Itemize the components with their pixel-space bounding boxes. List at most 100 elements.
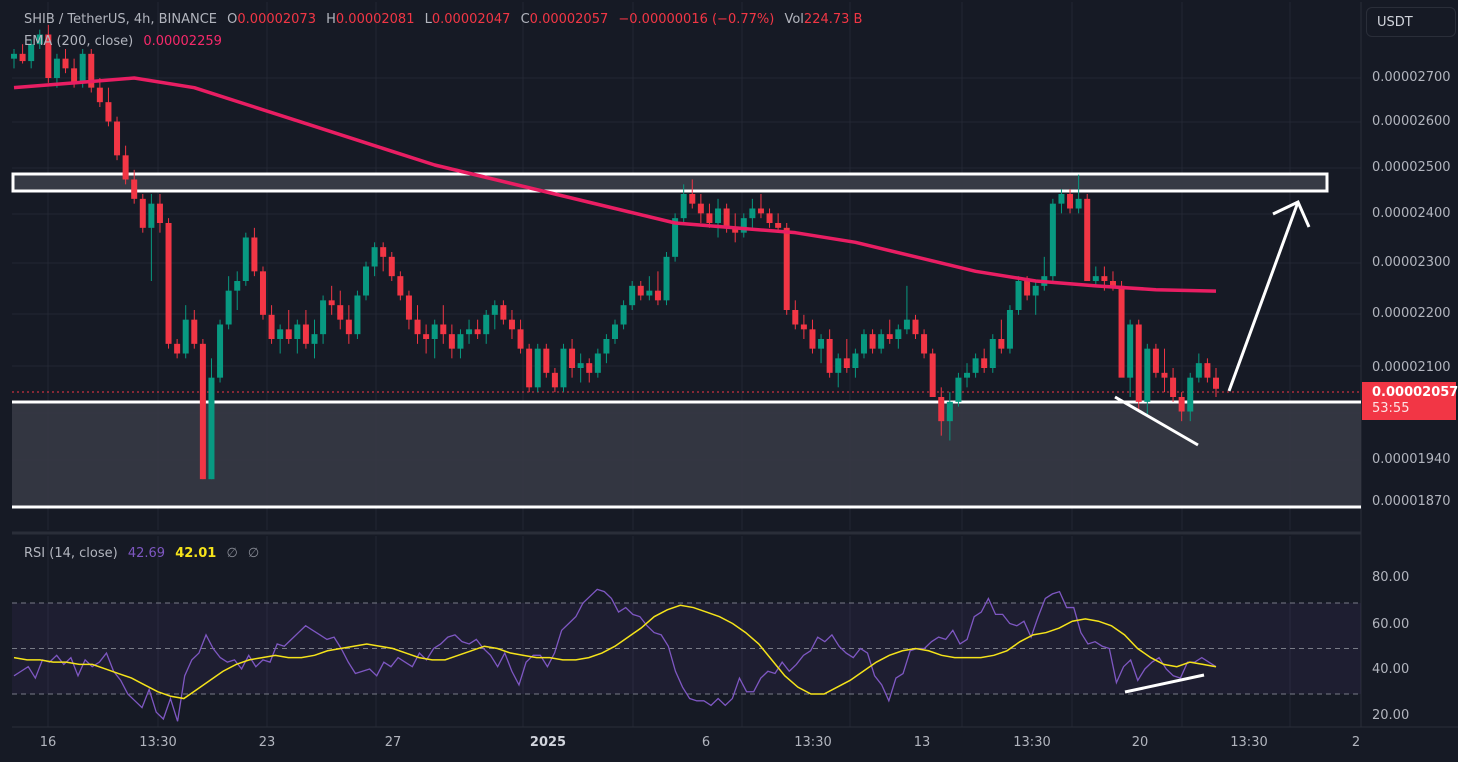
high-value: 0.00002081: [335, 12, 415, 27]
symbol-legend: SHIB / TetherUS, 4h, BINANCE O0.00002073…: [24, 12, 868, 27]
candle-body: [405, 295, 412, 320]
time-tick: 2025: [529, 735, 567, 750]
candle-body: [1101, 276, 1108, 281]
currency-button[interactable]: USDT: [1366, 7, 1456, 37]
candle-body: [208, 377, 215, 480]
candle-body: [337, 305, 344, 320]
candle-body: [388, 256, 395, 277]
target-arrow-head: [1272, 199, 1311, 228]
rsi-value: 42.69: [127, 546, 166, 561]
candle-body: [285, 329, 292, 339]
empty-set-icon: ∅: [247, 546, 260, 561]
candle-body: [517, 329, 524, 349]
ema-label: EMA (200, close): [24, 34, 134, 49]
price-tick: 0.00002100: [1372, 360, 1451, 375]
low-value: 0.00002047: [431, 12, 511, 27]
candle-body: [929, 353, 936, 397]
candle-body: [835, 358, 842, 373]
candle-body: [886, 334, 893, 339]
ema-legend[interactable]: EMA (200, close) 0.00002259: [24, 34, 228, 49]
candle-body: [242, 237, 249, 281]
symbol-title[interactable]: SHIB / TetherUS, 4h, BINANCE: [24, 12, 218, 27]
rsi-legend[interactable]: RSI (14, close) 42.69 42.01 ∅ ∅: [24, 546, 265, 561]
low-label: L: [424, 12, 432, 27]
bar-countdown: 53:55: [1372, 401, 1410, 416]
candle-body: [955, 377, 962, 402]
candle-body: [775, 223, 782, 228]
candle-body: [79, 53, 86, 83]
price-tick: 0.00002300: [1372, 255, 1451, 270]
candle-body: [654, 290, 661, 301]
candle-body: [448, 334, 455, 349]
candle-body: [53, 58, 60, 78]
wedge-trendline: [1114, 395, 1199, 447]
candle-body: [792, 310, 799, 325]
price-tick: 0.00002600: [1372, 114, 1451, 129]
candle-body: [457, 334, 464, 349]
candle-body: [723, 208, 730, 228]
candle-body: [139, 198, 146, 228]
candle-body: [732, 227, 739, 233]
candle-body: [122, 155, 129, 180]
candle-body: [380, 247, 387, 257]
candle-body: [1152, 348, 1159, 373]
candle-body: [251, 237, 258, 272]
time-tick: 27: [384, 735, 402, 750]
rsi-divergence-line: [1124, 673, 1205, 694]
candle-body: [174, 343, 181, 354]
candle-body: [663, 256, 670, 301]
candle-body: [259, 271, 266, 315]
candle-body: [397, 276, 404, 296]
price-tick: 0.00002200: [1372, 306, 1451, 321]
candle-body: [543, 348, 550, 373]
time-tick: 13: [913, 735, 931, 750]
candle-body: [354, 295, 361, 335]
candle-body: [526, 348, 533, 388]
candle-body: [757, 208, 764, 214]
ema-value: 0.00002259: [143, 34, 222, 49]
candle-body: [363, 266, 370, 296]
resistance-zone: [11, 172, 1329, 193]
close-label: C: [520, 12, 530, 27]
candle-body: [423, 334, 430, 339]
candle-body: [809, 329, 816, 349]
empty-set-icon: ∅: [226, 546, 238, 561]
candle-body: [1178, 397, 1185, 412]
candle-body: [148, 203, 155, 228]
candle-body: [998, 339, 1005, 349]
time-tick: 13:30: [1013, 735, 1051, 750]
candle-body: [1058, 194, 1065, 204]
candle-body: [749, 208, 756, 219]
candle-body: [895, 329, 902, 339]
candle-body: [629, 285, 636, 306]
candle-body: [431, 324, 438, 339]
candle-body: [689, 194, 696, 204]
candle-body: [1127, 324, 1134, 378]
open-label: O: [227, 12, 238, 27]
candle-body: [577, 363, 584, 368]
candle-body: [199, 343, 206, 480]
price-tick: 0.00002700: [1372, 70, 1451, 85]
chart-area[interactable]: [11, 2, 1458, 728]
rsi-tick: 20.00: [1372, 708, 1410, 723]
change-value: −0.00000016 (−0.77%): [618, 12, 775, 27]
candle-body: [191, 319, 198, 344]
candle-body: [1213, 377, 1219, 389]
candle-body: [912, 319, 919, 335]
candle-body: [371, 247, 378, 267]
candle-body: [225, 290, 232, 325]
open-value: 0.00002073: [237, 12, 316, 27]
candle-body: [466, 329, 473, 335]
candle-body: [1049, 203, 1056, 277]
candle-body: [491, 305, 498, 315]
rsi-tick: 80.00: [1372, 570, 1410, 585]
candle-body: [946, 401, 953, 422]
candle-body: [1032, 285, 1039, 296]
candle-body: [277, 329, 284, 339]
candle-body: [345, 319, 352, 335]
candle-body: [96, 87, 103, 103]
price-tick: 0.00002400: [1372, 206, 1451, 221]
candle-body: [843, 358, 850, 368]
